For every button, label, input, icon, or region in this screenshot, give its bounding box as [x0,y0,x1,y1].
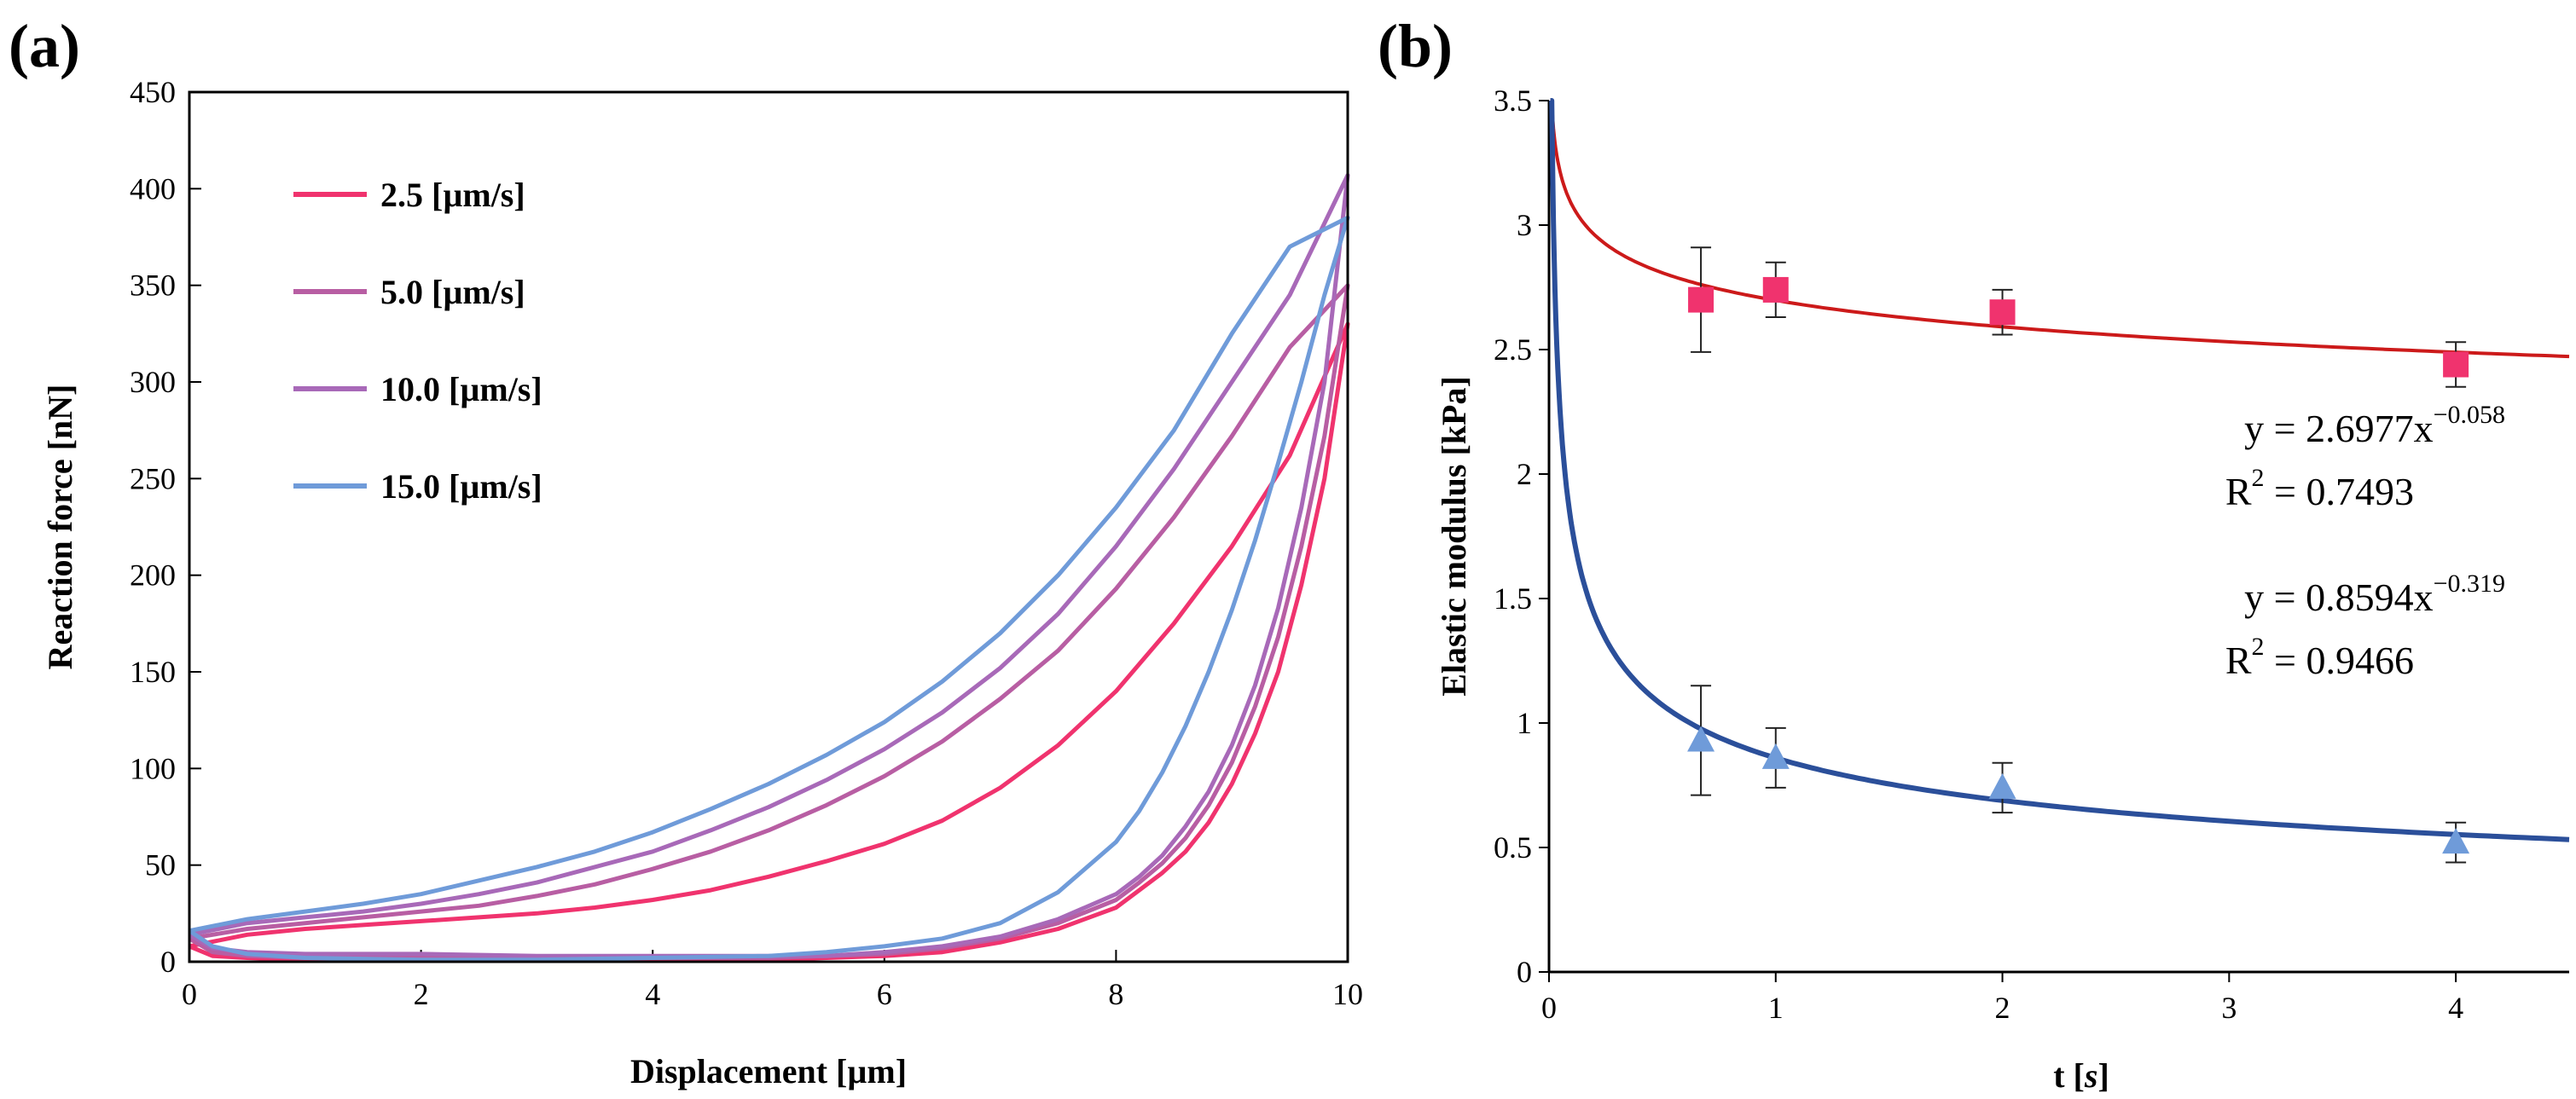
panel-b-x-tick-label: 0 [1541,991,1557,1025]
legend-label-4: 15.0 [µm/s] [380,467,542,506]
panel-a-y-tick-label: 250 [130,461,176,495]
lower-data-point [1687,726,1715,752]
panel-a-label: (a) [9,12,80,80]
lower-fit-r-squared-symbol: R [2225,639,2252,682]
panel-b-y-tick-label: 2 [1517,457,1532,491]
panel-a-y-tick-label: 300 [130,365,176,399]
panel-a-x-tick-label: 10 [1332,977,1363,1011]
lower-fit-equation-exponent: −0.319 [2434,570,2505,598]
upper-fit-curve [1548,99,2570,359]
panel-a-y-tick-label: 150 [130,655,176,689]
upper-fit-r-squared-value: = 0.7493 [2265,470,2414,513]
panel-b-y-tick-label: 2.5 [1494,333,1532,367]
panel-a-series-line-1 [189,321,1350,963]
lower-data-point [2442,828,2470,854]
upper-data-point [1762,276,1789,303]
panel-a-x-tick-label: 2 [414,977,429,1011]
panel-b-x-tick-label: 2 [1995,991,2010,1025]
lower-fit-equation: y = 0.8594x−0.319 [2244,570,2505,619]
upper-fit-r-squared-symbol: R [2225,470,2252,513]
legend-label-1: 2.5 [µm/s] [380,176,525,214]
upper-fit-r-squared-exponent: 2 [2252,464,2265,492]
panel-b-x-axis-label-unit: s [2084,1056,2098,1095]
panel-a-series-line-4 [188,215,1350,963]
panel-b-series [1547,98,2570,864]
panel-a-x-tick-label: 4 [645,977,660,1011]
upper-fit-equation: y = 2.6977x−0.058 [2244,401,2505,450]
panel-a-plot-frame [188,90,1349,963]
panel-a-x-tick-label: 6 [877,977,892,1011]
panel-b-y-tick-label: 3.5 [1494,84,1532,118]
legend-label-3: 10.0 [µm/s] [380,370,542,408]
upper-fit-r-squared: R2 = 0.7493 [2225,464,2414,513]
panel-a-x-axis-label: Displacement [µm] [630,1052,907,1090]
panel-a-legend: 2.5 [µm/s] 5.0 [µm/s] 10.0 [µm/s] 15.0 [µm/… [293,176,542,506]
panel-b-ticks: 0 1 2 3 4 0 0.5 1 1.5 2 2.5 3 3.5 [1494,84,2463,1025]
panel-a-x-tick-label: 0 [182,977,197,1011]
panel-a-y-tick-label: 350 [130,269,176,303]
panel-a-y-tick-label: 200 [130,558,176,593]
panel-b-y-tick-label: 1 [1517,706,1532,740]
legend-label-2: 5.0 [µm/s] [380,273,525,311]
panel-a-x-tick-label: 8 [1108,977,1123,1011]
panel-b-x-axis-label-end: ] [2097,1056,2109,1095]
panel-b-x-axis-label: t [s] [2053,1056,2109,1095]
panel-a-y-tick-label: 0 [160,945,176,979]
panel-b-x-tick-label: 1 [1768,991,1784,1025]
lower-fit-r-squared: R2 = 0.9466 [2225,633,2414,682]
lower-data-point [1761,743,1790,769]
panel-a-series [188,173,1350,963]
lower-fit-r-squared-value: = 0.9466 [2265,639,2414,682]
upper-fit-equation-exponent: −0.058 [2434,401,2505,429]
panel-b-y-axis-label: Elastic modulus [kPa] [1435,376,1473,697]
panel-b-chart: (b) 0 1 2 3 4 0 0.5 1 1.5 2 2.5 3 3.5 t [s] Elastic … [1378,12,2570,1095]
panel-a-y-tick-label: 50 [145,848,176,882]
panel-a-y-axis-label: Reaction force [nN] [41,385,79,670]
upper-data-point [1688,286,1714,313]
panel-a-y-tick-label: 450 [130,75,176,109]
panel-b-x-axis-label-main: t [ [2053,1056,2085,1095]
lower-data-point [1988,772,2016,799]
panel-b-label: (b) [1378,12,1453,80]
upper-fit-equation-main: y = 2.6977x [2244,407,2433,450]
lower-fit-curve [1547,98,2570,842]
panel-b-y-tick-label: 1.5 [1494,581,1532,616]
panel-a-y-tick-label: 100 [130,751,176,785]
lower-fit-equation-main: y = 0.8594x [2244,576,2433,619]
panel-b-y-tick-label: 3 [1517,208,1532,242]
upper-data-point [2443,351,2469,378]
panel-b-y-tick-label: 0.5 [1494,830,1532,865]
panel-b-x-tick-label: 3 [2221,991,2237,1025]
lower-fit-r-squared-exponent: 2 [2252,633,2265,661]
panel-a-y-tick-label: 400 [130,171,176,205]
upper-data-point [1989,299,2016,326]
panel-b-x-tick-label: 4 [2448,991,2463,1025]
panel-b-y-tick-label: 0 [1517,955,1532,989]
